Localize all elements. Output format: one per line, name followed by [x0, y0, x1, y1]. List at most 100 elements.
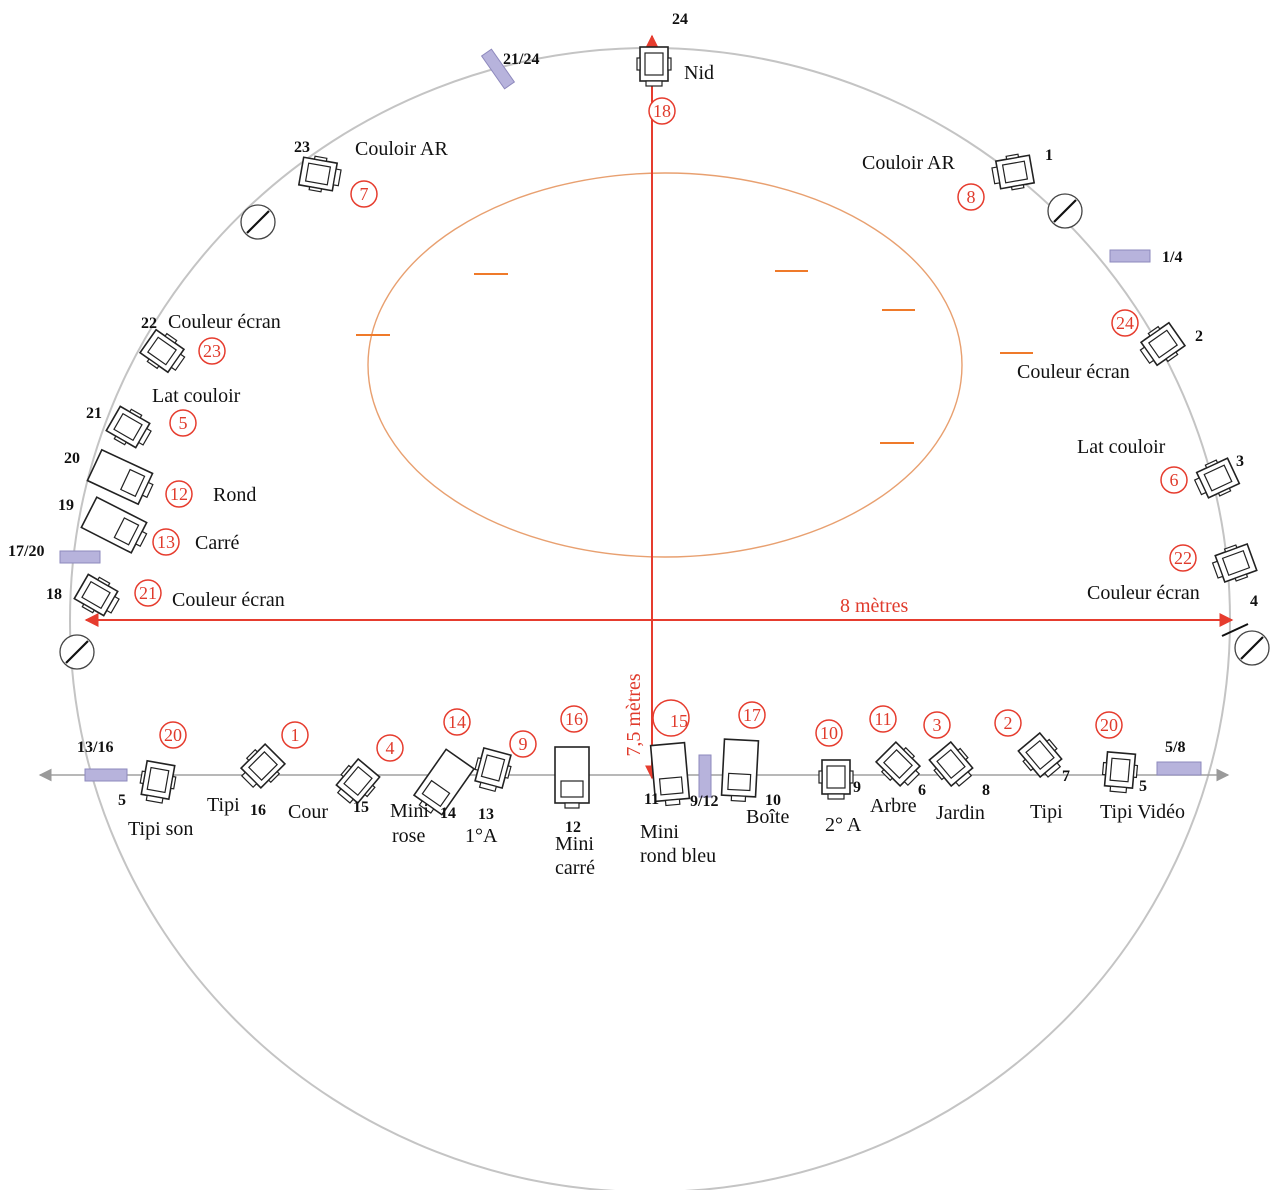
unit-19-order: 13: [157, 532, 175, 552]
horizontal-dimension-label: 8 mètres: [840, 595, 909, 617]
unit-b13-order: 9: [519, 734, 528, 754]
unit-19-name: Carré: [195, 532, 240, 554]
order-21-circle: [134, 579, 162, 607]
unit-18-order: 21: [139, 583, 157, 603]
unit-24-number: 24: [672, 11, 688, 28]
unit-b7-order: 2: [1004, 713, 1013, 733]
unit-20-order: 12: [170, 484, 188, 504]
projector-b10-icon: [720, 738, 760, 803]
unit-b6: 6 Arbre 11: [869, 705, 927, 817]
projector-b5r-icon: [1100, 750, 1140, 795]
door-right-icon: [1233, 629, 1271, 667]
unit-4-order: 22: [1174, 548, 1192, 568]
unit-b6-number: 6: [918, 782, 926, 799]
speaker-9-12-label: 9/12: [690, 793, 718, 810]
unit-b12-number: 12: [565, 819, 581, 836]
order-17-circle: [738, 701, 766, 729]
unit-22-order: 23: [203, 341, 221, 361]
unit-3: 3 Lat couloir 6: [1077, 436, 1244, 504]
order-15-circle: [652, 699, 690, 737]
unit-22: 22 Couleur écran 23: [137, 311, 281, 379]
order-2-circle: [994, 709, 1022, 737]
unit-2-name: Couleur écran: [1017, 361, 1130, 383]
unit-b9-name: 2° A: [825, 814, 862, 836]
unit-24-order: 18: [653, 101, 671, 121]
unit-20: 20 Rond 12: [64, 448, 256, 508]
unit-b16: 16 Tipi 1: [207, 721, 309, 819]
unit-b9: 9 2° A 10: [815, 719, 862, 836]
unit-b14-name2: rose: [392, 825, 425, 847]
unit-b13: 13 1°A 9: [465, 730, 537, 847]
unit-23-name: Couloir AR: [355, 138, 448, 160]
projector-b16-icon: [234, 741, 288, 795]
projector-b12-icon: [554, 746, 590, 809]
projector-b5-icon: [136, 759, 179, 806]
unit-b11-name2: rond bleu: [640, 845, 716, 867]
order-16-circle: [560, 705, 588, 733]
unit-19: 19 Carré 13: [58, 496, 240, 556]
unit-b8-number: 8: [982, 782, 990, 799]
speaker-21-24-label: 21/24: [503, 51, 539, 68]
unit-b14-name1: Mini: [390, 800, 429, 822]
unit-2-number: 2: [1195, 328, 1203, 345]
order-3-circle: [923, 711, 951, 739]
projector-21-icon: [103, 402, 157, 454]
unit-b6-name: Arbre: [870, 795, 917, 817]
unit-b14-number: 14: [440, 805, 456, 822]
unit-24-name: Nid: [684, 62, 714, 84]
unit-b12-name1: Mini: [555, 833, 594, 855]
order-22-circle: [1169, 544, 1197, 572]
unit-20-name: Rond: [213, 484, 256, 506]
unit-4: 4 Couleur écran 22: [1087, 540, 1259, 610]
unit-1-number: 1: [1045, 147, 1053, 164]
door-left-icon: [58, 633, 96, 671]
unit-21-number: 21: [86, 405, 102, 422]
speaker-17-20-icon: [59, 550, 101, 564]
speaker-21-24-icon: [480, 48, 516, 90]
projector-b13-icon: [470, 746, 515, 795]
unit-b14-order: 14: [448, 712, 466, 732]
door-top-right-icon: [1046, 192, 1084, 230]
speaker-17-20-label: 17/20: [8, 543, 44, 560]
unit-21-order: 5: [179, 413, 188, 433]
projector-2-icon: [1134, 319, 1188, 372]
unit-b16-number: 16: [250, 802, 266, 819]
unit-b8: 8 Jardin 3: [923, 711, 990, 824]
unit-b11-name1: Mini: [640, 821, 679, 843]
unit-21: 21 Lat couloir 5: [86, 385, 241, 454]
orange-markers: [356, 270, 1033, 444]
unit-b12-order: 16: [565, 709, 583, 729]
projector-4-icon: [1208, 540, 1259, 588]
unit-b12-name2: carré: [555, 857, 595, 879]
order-14-circle: [443, 708, 471, 736]
unit-b7-name: Tipi: [1030, 801, 1063, 823]
unit-b5-order: 20: [164, 725, 182, 745]
order-11-circle: [869, 705, 897, 733]
unit-b9-order: 10: [820, 723, 838, 743]
unit-b14: 14 Mini rose 14: [390, 708, 475, 847]
unit-b5: 5 Tipi son 20: [118, 721, 193, 840]
unit-24: 24 Nid 18: [636, 11, 714, 125]
door-right-wall-mark: [1221, 623, 1249, 637]
order-18-circle: [648, 97, 676, 125]
projector-19-icon: [80, 496, 152, 556]
unit-b5r-name: Tipi Vidéo: [1100, 801, 1185, 823]
order-4-circle: [376, 734, 404, 762]
unit-b10: 10 Boîte 17: [720, 701, 789, 828]
order-10-circle: [815, 719, 843, 747]
unit-b5r-order: 20: [1100, 715, 1118, 735]
projector-b9-icon: [818, 759, 854, 800]
unit-18-name: Couleur écran: [172, 589, 285, 611]
unit-4-number: 4: [1250, 593, 1258, 610]
unit-3-order: 6: [1170, 470, 1179, 490]
unit-b7: 7 Tipi 2: [994, 709, 1070, 823]
unit-b5r: 5 Tipi Vidéo 20: [1095, 711, 1185, 823]
unit-b11-order: 15: [670, 711, 688, 731]
unit-b5r-number: 5: [1139, 778, 1147, 795]
vertical-dimension-label: 7,5 mètres: [623, 673, 645, 757]
projector-24-icon: [636, 46, 672, 87]
speaker-13-16-icon: [84, 768, 128, 782]
order-9-circle: [509, 730, 537, 758]
unit-18-number: 18: [46, 586, 62, 603]
unit-b11-number: 11: [644, 791, 659, 808]
